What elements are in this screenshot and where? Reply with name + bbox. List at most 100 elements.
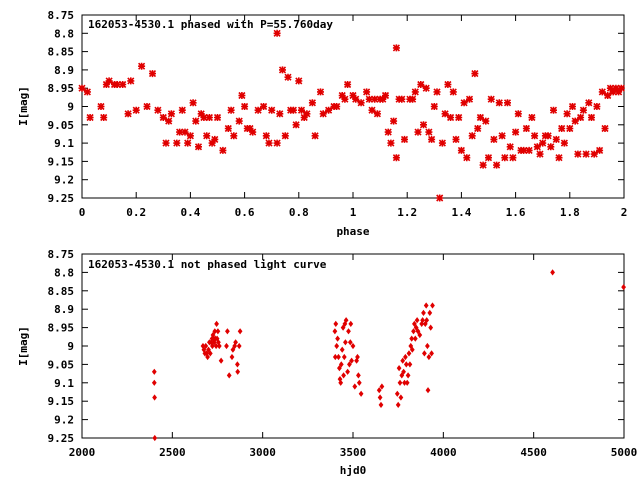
data-point	[579, 105, 588, 115]
data-point	[425, 343, 430, 349]
axis-ticks: 2000 2500 3000 3500 4000 4500 5000 8.75 8.8 8.85 8…	[48, 248, 638, 459]
data-point	[427, 135, 436, 144]
data-point	[414, 317, 420, 324]
x-tick-label: 0.8	[289, 206, 309, 219]
y-axis-label: I[mag]	[17, 86, 30, 126]
plot-frame	[81, 14, 625, 199]
data-point	[422, 350, 427, 357]
x-tick-label: 1.6	[506, 206, 526, 219]
data-point	[476, 113, 485, 122]
data-point	[186, 131, 195, 141]
y-tick-label: 9.1	[54, 377, 74, 390]
data-point	[261, 131, 271, 141]
data-point	[421, 83, 431, 93]
axis-ticks: 0 0.2 0.4 0.6 0.8 1 1.2 1.4 1.6 1.8 2 8.75 8.8 8.85 8.…	[48, 9, 628, 219]
phased-light-curve-panel: 162053-4530.1 phased with P=55.760day ph…	[17, 9, 627, 238]
data-point	[551, 135, 561, 144]
data-point	[587, 113, 596, 122]
data-point	[376, 387, 382, 394]
data-point	[408, 94, 417, 104]
data-point	[430, 302, 435, 309]
data-point	[226, 105, 236, 115]
data-point	[259, 102, 268, 111]
data-point	[152, 379, 157, 386]
data-point	[568, 102, 577, 111]
data-point	[202, 131, 211, 141]
x-tick-label: 3500	[340, 446, 367, 459]
data-point	[494, 98, 504, 108]
data-point	[570, 116, 580, 126]
y-tick-label: 9.05	[48, 358, 75, 371]
data-point	[396, 365, 402, 372]
data-point	[224, 124, 233, 133]
data-point	[77, 83, 87, 93]
x-tick-label: 0.2	[126, 206, 146, 219]
data-point	[443, 80, 453, 89]
data-point	[383, 127, 393, 137]
data-point	[229, 354, 235, 360]
x-tick-label: 3000	[249, 446, 276, 459]
data-point	[272, 138, 282, 148]
data-point	[224, 343, 229, 349]
data-point	[451, 135, 461, 144]
data-point	[386, 138, 396, 148]
data-point	[576, 113, 585, 122]
data-point	[152, 394, 157, 401]
data-point	[462, 153, 472, 162]
data-point	[500, 153, 510, 162]
data-point	[352, 383, 358, 390]
data-point	[394, 390, 400, 397]
data-point	[161, 138, 171, 148]
data-point	[275, 109, 285, 119]
data-point	[343, 339, 348, 346]
data-point	[398, 394, 404, 401]
data-point	[172, 138, 182, 148]
data-point	[341, 372, 346, 379]
data-point	[346, 328, 351, 335]
data-point	[416, 80, 426, 89]
data-point	[400, 135, 409, 144]
data-point	[392, 153, 401, 162]
data-point	[348, 320, 354, 327]
unphased-light-curve-panel: 162053-4530.1 not phased light curve hjd…	[17, 248, 637, 477]
data-point	[427, 309, 433, 316]
data-point	[532, 142, 542, 152]
data-point	[592, 102, 602, 111]
data-point	[600, 124, 610, 133]
x-axis-label: phase	[336, 225, 369, 238]
data-point	[410, 87, 420, 97]
data-point	[180, 127, 190, 137]
data-point	[148, 69, 157, 78]
y-tick-label: 8.75	[48, 9, 75, 22]
x-tick-label: 0.6	[235, 206, 255, 219]
data-point	[616, 83, 626, 93]
data-point	[405, 372, 411, 379]
x-tick-label: 1	[350, 206, 357, 219]
data-point	[210, 135, 220, 144]
data-point	[530, 131, 539, 141]
data-point	[188, 98, 198, 108]
data-point	[310, 131, 320, 141]
data-point	[335, 335, 340, 342]
y-tick-label: 8.8	[54, 27, 74, 40]
data-point	[235, 368, 240, 375]
data-point	[435, 193, 445, 203]
y-tick-label: 9.2	[54, 414, 74, 427]
data-point	[226, 372, 232, 379]
data-point	[400, 357, 406, 364]
data-point	[142, 102, 152, 111]
data-point	[131, 105, 141, 115]
data-point	[194, 142, 203, 152]
x-tick-label: 2000	[69, 446, 96, 459]
data-point	[126, 76, 136, 86]
data-point	[421, 309, 426, 316]
x-tick-label: 1.2	[397, 206, 417, 219]
data-point	[403, 354, 408, 360]
data-point	[358, 390, 364, 397]
data-point	[164, 116, 173, 126]
data-point	[478, 160, 488, 170]
data-point	[440, 109, 450, 119]
chart-title: 162053-4530.1 phased with P=55.760day	[88, 18, 333, 31]
data-point	[554, 153, 564, 162]
x-tick-label: 0.4	[180, 206, 200, 219]
